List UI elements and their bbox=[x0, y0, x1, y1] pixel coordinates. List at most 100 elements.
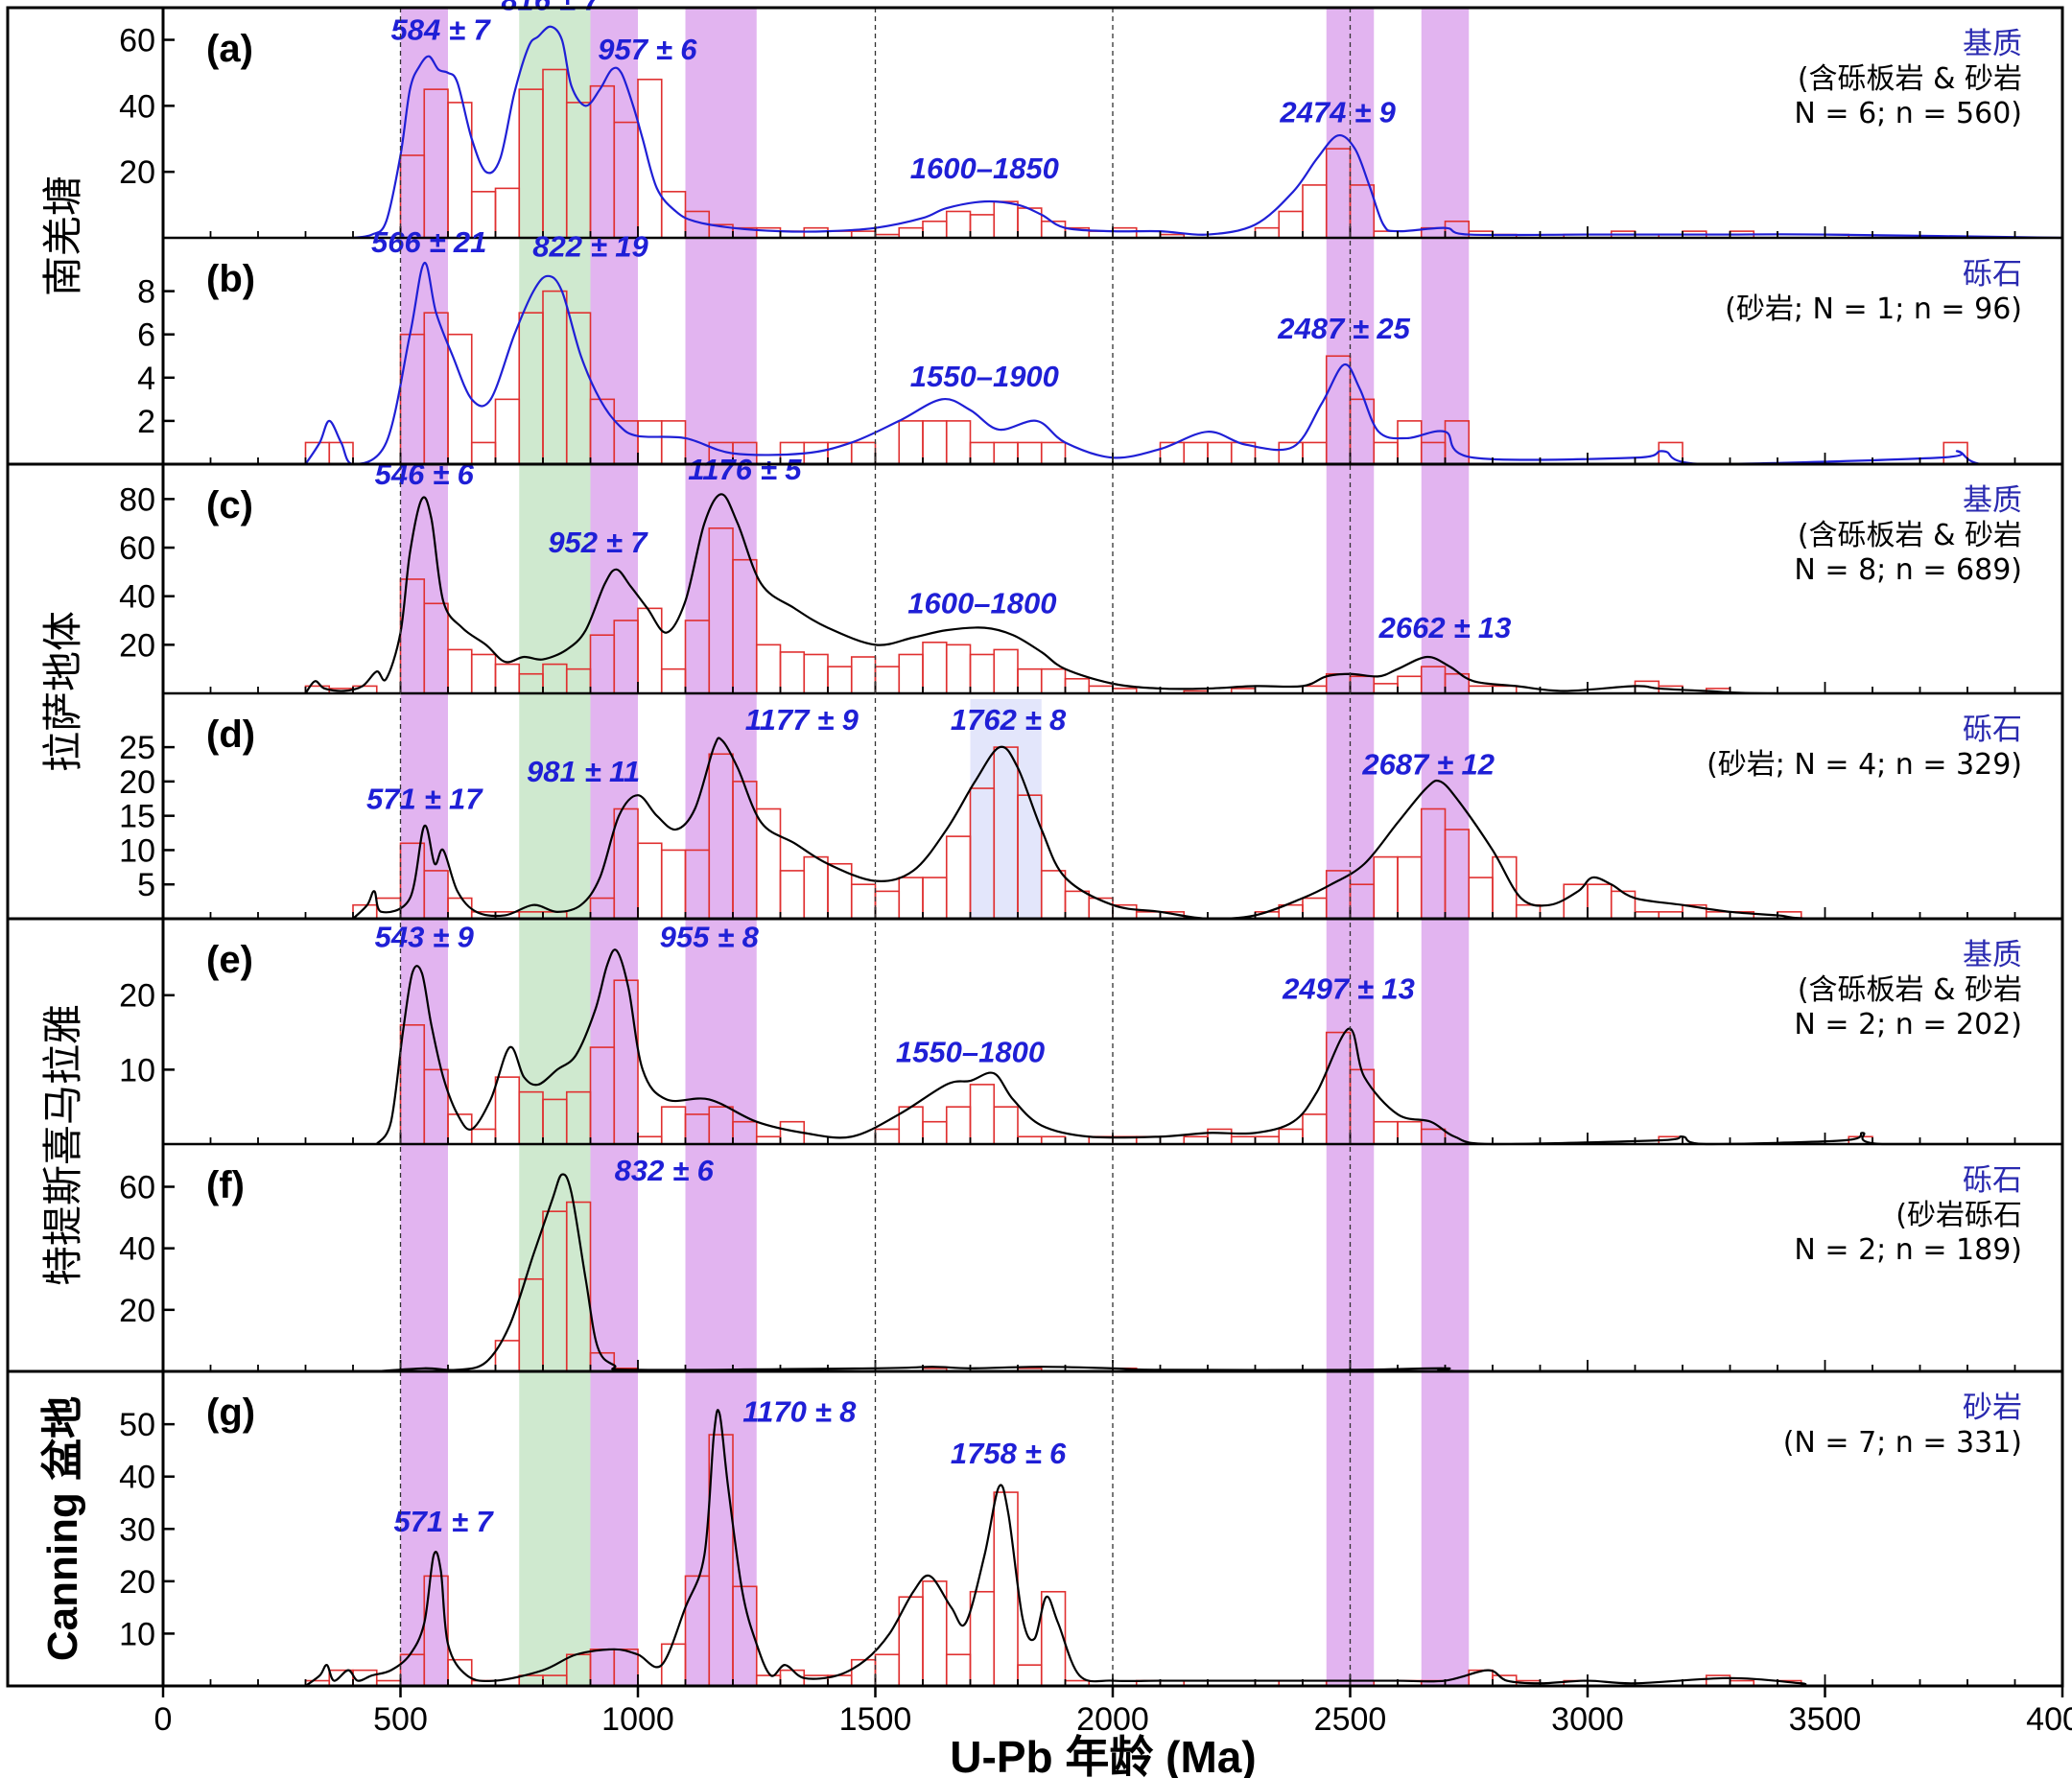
legend-line: (N = 7; n = 331) bbox=[1783, 1426, 2022, 1460]
histogram-bin bbox=[1254, 226, 1281, 239]
histogram-bin bbox=[470, 1128, 497, 1145]
legend-title: 砂岩 bbox=[1963, 1391, 2022, 1425]
panel-letter: (c) bbox=[206, 484, 253, 526]
histogram-bin bbox=[945, 210, 972, 239]
histogram-bin bbox=[993, 648, 1019, 694]
histogram-bin bbox=[494, 663, 521, 694]
x-axis-tick-label: 500 bbox=[373, 1701, 428, 1738]
histogram-bin bbox=[1397, 855, 1423, 920]
histogram-bin bbox=[1373, 683, 1399, 694]
histogram-bin bbox=[945, 420, 972, 465]
y-tick-label: 20 bbox=[119, 1564, 155, 1601]
histogram-bin bbox=[1515, 903, 1542, 920]
legend-line: (砂岩; N = 1; n = 96) bbox=[1725, 292, 2022, 326]
histogram-bin bbox=[874, 666, 901, 694]
histogram-bin bbox=[850, 883, 877, 920]
x-axis-tick-label: 1000 bbox=[601, 1701, 674, 1738]
histogram-bin bbox=[1207, 1128, 1233, 1145]
kde-curve bbox=[376, 1173, 2062, 1373]
panel-e: 10 20 (e) 543 ± 9 955 ± 8 1550–1800 2497 ± 13 基… bbox=[119, 920, 2063, 1146]
legend-line: (含砾板岩 & 砂岩 bbox=[1798, 519, 2022, 552]
histogram-bin bbox=[969, 653, 996, 694]
y-tick-label: 40 bbox=[119, 1231, 155, 1268]
histogram-bin bbox=[494, 1076, 521, 1145]
y-tick-label: 40 bbox=[119, 88, 155, 125]
x-axis-tick-label: 3500 bbox=[1789, 1701, 1862, 1738]
histogram-bin bbox=[993, 1491, 1019, 1687]
group-label: Canning 盆地 bbox=[39, 1396, 86, 1661]
histogram-bin bbox=[470, 441, 497, 465]
histogram-bin bbox=[945, 835, 972, 920]
histogram-bin bbox=[1942, 441, 1968, 465]
histogram-bin bbox=[1183, 441, 1209, 465]
group-label: 特提斯喜马拉雅 bbox=[39, 1004, 86, 1286]
y-tick-label: 50 bbox=[119, 1407, 155, 1443]
histogram-bin bbox=[755, 643, 782, 694]
histogram-bin bbox=[1705, 1674, 1731, 1687]
peak-label: 2474 ± 9 bbox=[1279, 96, 1396, 129]
histogram-bin bbox=[969, 1084, 996, 1145]
peak-label: 952 ± 7 bbox=[548, 526, 648, 559]
histogram-bin bbox=[375, 897, 402, 920]
histogram-bin bbox=[637, 842, 663, 920]
y-tick-label: 5 bbox=[137, 867, 155, 903]
histogram-bin bbox=[755, 1674, 782, 1687]
panel-letter: (d) bbox=[206, 714, 255, 756]
y-tick-label: 60 bbox=[119, 530, 155, 567]
histogram-bin bbox=[1112, 226, 1138, 239]
legend-line: N = 8; n = 689) bbox=[1794, 553, 2022, 587]
peak-label: 571 ± 7 bbox=[393, 1505, 494, 1538]
histogram-bin bbox=[945, 1106, 972, 1145]
histogram-bin bbox=[827, 666, 853, 694]
histogram-bin bbox=[637, 79, 663, 239]
highlight-band bbox=[685, 8, 757, 1686]
legend-line: (砂岩; N = 4; n = 329) bbox=[1707, 748, 2022, 782]
peak-label: 1550–1900 bbox=[910, 360, 1059, 393]
peak-label: 1176 ± 5 bbox=[688, 453, 802, 486]
histogram-bin bbox=[969, 214, 996, 239]
x-axis-tick-label: 1500 bbox=[839, 1701, 912, 1738]
histogram-bin bbox=[803, 1674, 829, 1687]
histogram-bin bbox=[969, 441, 996, 465]
legend-line: (砂岩砾石 bbox=[1895, 1199, 2022, 1232]
histogram-bin bbox=[898, 653, 924, 694]
peak-label: 1758 ± 6 bbox=[951, 1437, 1067, 1470]
peak-label: 1762 ± 8 bbox=[951, 703, 1067, 737]
histogram-bin bbox=[850, 441, 877, 465]
y-tick-label: 40 bbox=[119, 1460, 155, 1496]
reference-lines bbox=[399, 8, 1352, 1686]
highlight-band bbox=[519, 8, 591, 1686]
y-tick-label: 2 bbox=[137, 404, 155, 440]
panel-c: 20 40 60 80 (c) 546 ± 6 952 ± 7 1176 ± 5 1600–18… bbox=[119, 453, 2063, 695]
histogram-bin bbox=[779, 651, 806, 694]
histogram-bin bbox=[660, 849, 687, 920]
peak-label: 1550–1800 bbox=[896, 1036, 1045, 1069]
histogram-bin bbox=[1040, 441, 1067, 465]
histogram-bin bbox=[779, 870, 806, 920]
peak-label: 566 ± 21 bbox=[371, 225, 486, 259]
histogram-bin bbox=[447, 648, 473, 694]
y-tick-label: 20 bbox=[119, 154, 155, 191]
y-tick-label: 10 bbox=[119, 1052, 155, 1088]
y-tick-label: 10 bbox=[119, 832, 155, 869]
histogram-bin bbox=[1017, 441, 1043, 465]
y-tick-label: 6 bbox=[137, 317, 155, 354]
y-tick-label: 25 bbox=[119, 730, 155, 766]
panel-letter: (f) bbox=[206, 1164, 245, 1206]
peak-label: 2687 ± 12 bbox=[1361, 748, 1495, 782]
x-axis-tick-label: 3000 bbox=[1551, 1701, 1624, 1738]
peak-label: 2497 ± 13 bbox=[1282, 972, 1415, 1006]
peak-label: 543 ± 9 bbox=[375, 920, 475, 953]
histogram-bin bbox=[874, 1128, 901, 1145]
histogram-bin bbox=[1373, 441, 1399, 465]
histogram-bin bbox=[922, 1580, 948, 1687]
x-axis-tick-label: 2000 bbox=[1076, 1701, 1149, 1738]
histogram-bin bbox=[1302, 897, 1328, 920]
peak-label: 571 ± 17 bbox=[366, 783, 483, 816]
peak-label: 1600–1800 bbox=[907, 586, 1056, 620]
histogram-bin bbox=[1064, 890, 1091, 920]
histogram-bin bbox=[1278, 441, 1304, 465]
histogram-bin bbox=[1373, 1120, 1399, 1145]
histogram-bin bbox=[1040, 870, 1067, 920]
histogram-bin bbox=[898, 420, 924, 465]
